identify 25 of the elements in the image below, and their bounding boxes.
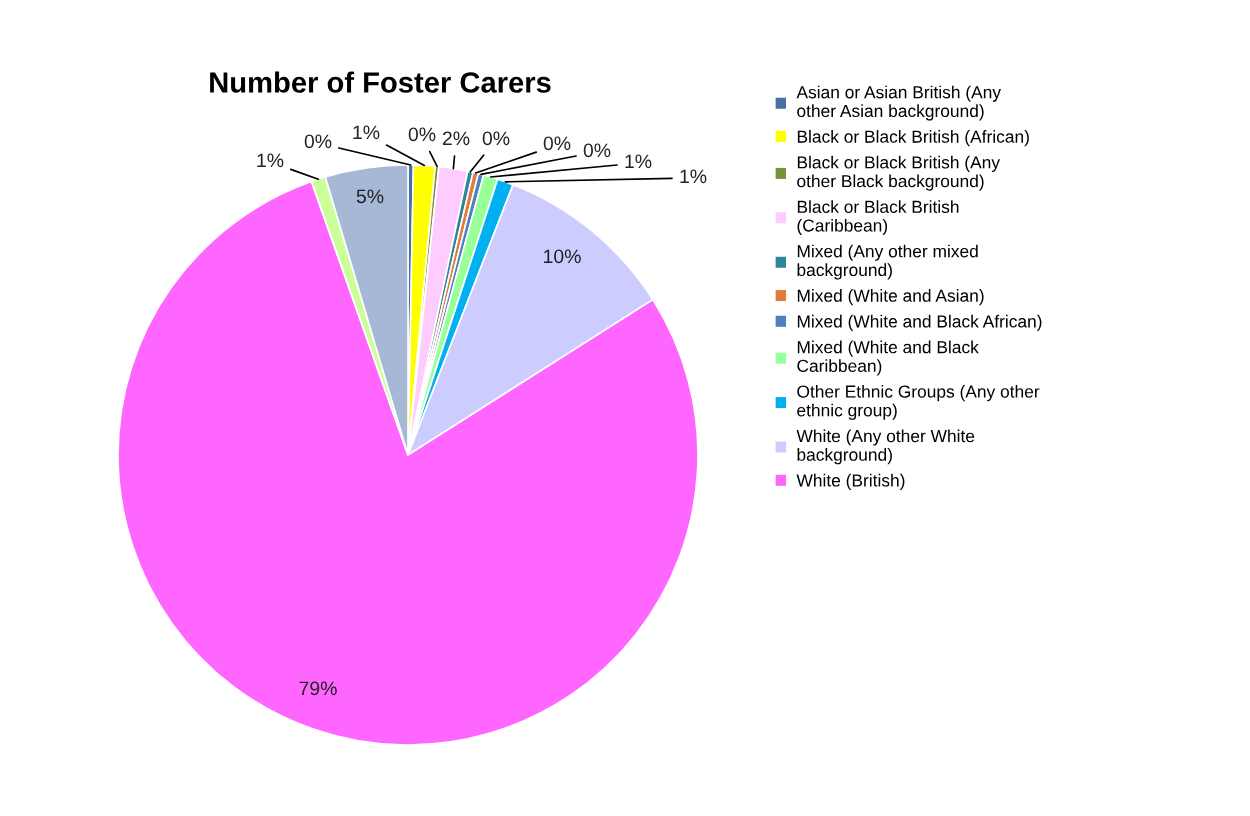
- legend-label: Black or Black British (African): [797, 130, 1029, 147]
- legend-label: Asian or Asian British (Any other Asian background): [796, 85, 1001, 121]
- chart-title: Number of Foster Carers: [210, 71, 551, 93]
- legend-label: Other Ethnic Groups (Any other ethnic group): [797, 384, 1040, 420]
- data-label: 0%: [304, 134, 332, 149]
- data-label: 0%: [482, 131, 510, 146]
- legend-label: White (Any other White background): [796, 429, 975, 465]
- data-label: 0%: [408, 127, 436, 142]
- data-label: 1%: [257, 153, 284, 168]
- legend-label: Black or Black British (Caribbean): [797, 200, 959, 236]
- legend-label: Mixed (White and Black African): [797, 314, 1042, 331]
- data-label: 1%: [625, 154, 652, 169]
- data-label: 2%: [442, 131, 470, 146]
- data-label: 10%: [544, 249, 581, 264]
- data-label: 1%: [680, 169, 707, 184]
- data-label: 0%: [583, 143, 611, 158]
- legend-label: White (British): [796, 473, 905, 491]
- legend-label: Mixed (White and Black Caribbean): [797, 340, 979, 376]
- legend-label: Mixed (White and Asian): [797, 289, 984, 306]
- legend-label: Black or Black British (Any other Black background): [797, 155, 1000, 191]
- data-label: 0%: [543, 136, 571, 151]
- data-label: 5%: [356, 189, 384, 204]
- data-label: 1%: [353, 125, 380, 140]
- legend-label: Mixed (Any other mixed background): [797, 244, 978, 280]
- data-label: 79%: [299, 681, 337, 696]
